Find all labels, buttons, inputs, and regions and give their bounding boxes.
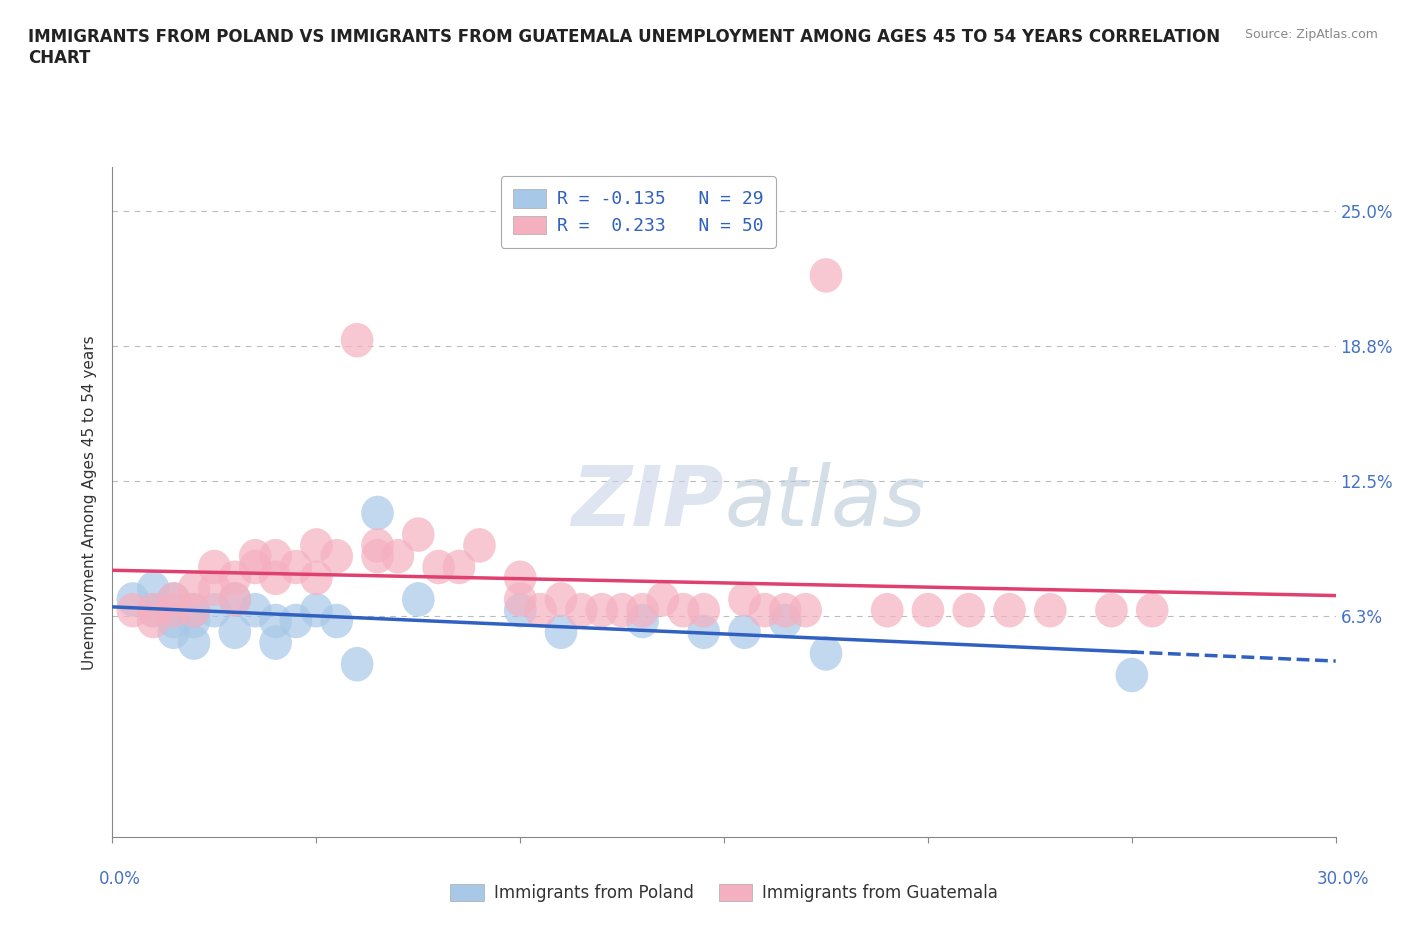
Ellipse shape — [299, 528, 333, 563]
Ellipse shape — [748, 593, 782, 628]
Ellipse shape — [239, 550, 271, 584]
Ellipse shape — [239, 593, 271, 628]
Ellipse shape — [177, 593, 211, 628]
Ellipse shape — [402, 582, 434, 617]
Ellipse shape — [157, 593, 190, 628]
Ellipse shape — [321, 604, 353, 638]
Text: IMMIGRANTS FROM POLAND VS IMMIGRANTS FROM GUATEMALA UNEMPLOYMENT AMONG AGES 45 T: IMMIGRANTS FROM POLAND VS IMMIGRANTS FRO… — [28, 28, 1220, 67]
Ellipse shape — [340, 647, 374, 682]
Ellipse shape — [810, 259, 842, 293]
Ellipse shape — [259, 625, 292, 660]
Ellipse shape — [361, 538, 394, 574]
Ellipse shape — [361, 496, 394, 530]
Ellipse shape — [463, 528, 496, 563]
Ellipse shape — [177, 593, 211, 628]
Ellipse shape — [218, 561, 252, 595]
Ellipse shape — [952, 593, 986, 628]
Ellipse shape — [157, 615, 190, 649]
Ellipse shape — [626, 593, 659, 628]
Ellipse shape — [503, 561, 537, 595]
Ellipse shape — [259, 561, 292, 595]
Ellipse shape — [136, 604, 170, 638]
Ellipse shape — [728, 582, 761, 617]
Ellipse shape — [218, 615, 252, 649]
Ellipse shape — [647, 582, 679, 617]
Ellipse shape — [606, 593, 638, 628]
Ellipse shape — [157, 582, 190, 617]
Ellipse shape — [117, 593, 149, 628]
Ellipse shape — [585, 593, 619, 628]
Ellipse shape — [299, 593, 333, 628]
Ellipse shape — [299, 561, 333, 595]
Ellipse shape — [769, 604, 801, 638]
Ellipse shape — [1115, 658, 1149, 692]
Ellipse shape — [117, 582, 149, 617]
Ellipse shape — [198, 571, 231, 605]
Ellipse shape — [177, 625, 211, 660]
Ellipse shape — [810, 636, 842, 671]
Ellipse shape — [626, 604, 659, 638]
Ellipse shape — [177, 604, 211, 638]
Ellipse shape — [728, 615, 761, 649]
Ellipse shape — [911, 593, 945, 628]
Text: Source: ZipAtlas.com: Source: ZipAtlas.com — [1244, 28, 1378, 41]
Ellipse shape — [198, 550, 231, 584]
Ellipse shape — [688, 615, 720, 649]
Ellipse shape — [402, 517, 434, 551]
Ellipse shape — [422, 550, 456, 584]
Ellipse shape — [666, 593, 700, 628]
Ellipse shape — [443, 550, 475, 584]
Ellipse shape — [524, 593, 557, 628]
Ellipse shape — [177, 571, 211, 605]
Ellipse shape — [688, 593, 720, 628]
Ellipse shape — [565, 593, 598, 628]
Ellipse shape — [789, 593, 823, 628]
Ellipse shape — [280, 604, 312, 638]
Ellipse shape — [993, 593, 1026, 628]
Ellipse shape — [381, 538, 415, 574]
Ellipse shape — [259, 538, 292, 574]
Ellipse shape — [544, 615, 578, 649]
Ellipse shape — [361, 528, 394, 563]
Ellipse shape — [1095, 593, 1128, 628]
Ellipse shape — [239, 538, 271, 574]
Y-axis label: Unemployment Among Ages 45 to 54 years: Unemployment Among Ages 45 to 54 years — [82, 335, 97, 670]
Legend: Immigrants from Poland, Immigrants from Guatemala: Immigrants from Poland, Immigrants from … — [444, 878, 1004, 909]
Ellipse shape — [218, 582, 252, 617]
Ellipse shape — [259, 604, 292, 638]
Ellipse shape — [136, 593, 170, 628]
Ellipse shape — [769, 593, 801, 628]
Ellipse shape — [503, 582, 537, 617]
Ellipse shape — [544, 582, 578, 617]
Ellipse shape — [136, 593, 170, 628]
Text: ZIP: ZIP — [571, 461, 724, 543]
Ellipse shape — [280, 550, 312, 584]
Ellipse shape — [218, 582, 252, 617]
Ellipse shape — [1136, 593, 1168, 628]
Ellipse shape — [157, 604, 190, 638]
Text: 0.0%: 0.0% — [98, 870, 141, 888]
Ellipse shape — [198, 593, 231, 628]
Ellipse shape — [157, 582, 190, 617]
Ellipse shape — [1033, 593, 1067, 628]
Ellipse shape — [321, 538, 353, 574]
Ellipse shape — [340, 323, 374, 357]
Ellipse shape — [870, 593, 904, 628]
Text: atlas: atlas — [724, 461, 925, 543]
Ellipse shape — [136, 571, 170, 605]
Text: 30.0%: 30.0% — [1316, 870, 1369, 888]
Ellipse shape — [503, 593, 537, 628]
